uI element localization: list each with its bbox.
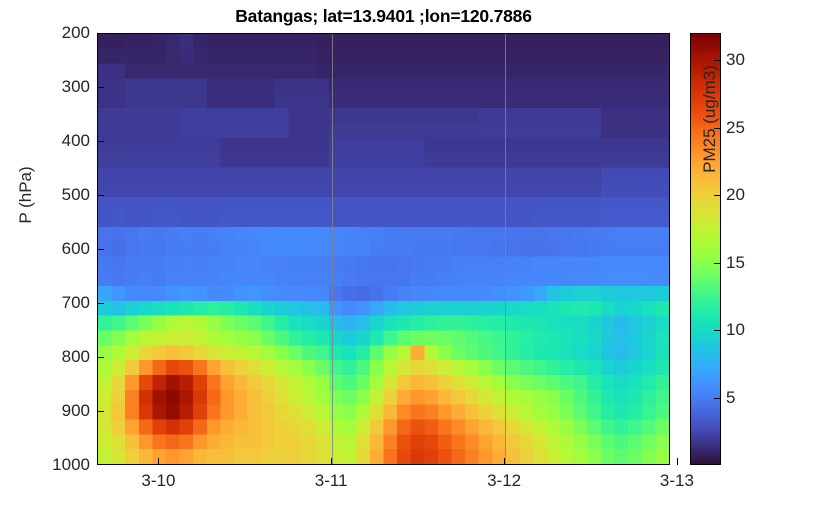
page-title: Batangas; lat=13.9401 ;lon=120.7886	[235, 6, 532, 26]
y-axis-tick-mark	[97, 249, 104, 251]
y-axis-tick-label: 400	[61, 131, 90, 150]
colorbar-tick-mark	[714, 262, 721, 264]
colorbar-tick-label: 25	[726, 117, 745, 137]
y-axis-label: P (hPa)	[16, 166, 35, 224]
x-axis-tick-mark	[158, 458, 160, 465]
heatmap-axes[interactable]	[97, 33, 670, 465]
y-axis-tick-label: 200	[61, 23, 90, 42]
x-axis-tick-label: 3-12	[487, 471, 522, 490]
colorbar-tick-mark	[714, 127, 721, 129]
x-axis-tick-mark	[504, 458, 506, 465]
y-axis-tick-mark	[97, 141, 104, 143]
y-axis-tick-mark	[97, 357, 104, 359]
x-axis-tick-label: 3-10	[141, 471, 176, 490]
y-axis-tick-label: 1000	[52, 455, 90, 474]
y-axis-tick-label: 900	[61, 401, 90, 420]
y-axis-tick-mark	[97, 87, 104, 89]
colorbar-title: PM25 (ug/m3)	[700, 65, 719, 173]
y-axis-tick-mark	[97, 195, 104, 197]
y-axis-tick-label: 500	[61, 185, 90, 204]
colorbar-tick-label: 30	[726, 50, 745, 69]
colorbar-tick-label: 15	[726, 252, 745, 272]
vertical-gridline	[505, 34, 507, 464]
x-axis-tick-label: 3-11	[314, 471, 348, 490]
colorbar-tick-mark	[714, 397, 721, 399]
y-axis-tick-labels: 200 300 400 500 600 700 800 900 1000	[0, 0, 90, 521]
pm25-heatmap[interactable]	[98, 34, 669, 464]
y-axis-tick-label: 300	[61, 77, 90, 96]
colorbar-tick-label: 5	[726, 387, 736, 407]
colorbar-tick-label: 10	[726, 320, 745, 339]
y-axis-tick-mark	[97, 303, 104, 305]
colorbar-gradient	[691, 34, 720, 464]
colorbar[interactable]	[690, 33, 721, 465]
colorbar-tick-label: 20	[726, 185, 745, 204]
colorbar-tick-mark	[714, 330, 721, 332]
heatmap-canvas	[98, 34, 669, 464]
colorbar-tick-mark	[714, 60, 721, 62]
y-axis-tick-label: 800	[61, 347, 90, 366]
x-axis-tick-mark	[676, 458, 678, 465]
y-axis-tick-label: 700	[61, 293, 90, 312]
colorbar-canvas	[691, 34, 720, 464]
x-axis-tick-mark	[331, 458, 333, 465]
vertical-gridline	[332, 34, 334, 464]
y-axis-tick-mark	[97, 411, 104, 413]
colorbar-tick-mark	[714, 195, 721, 197]
x-axis-tick-label: 3-13	[659, 471, 694, 490]
y-axis-tick-label: 600	[61, 239, 90, 258]
